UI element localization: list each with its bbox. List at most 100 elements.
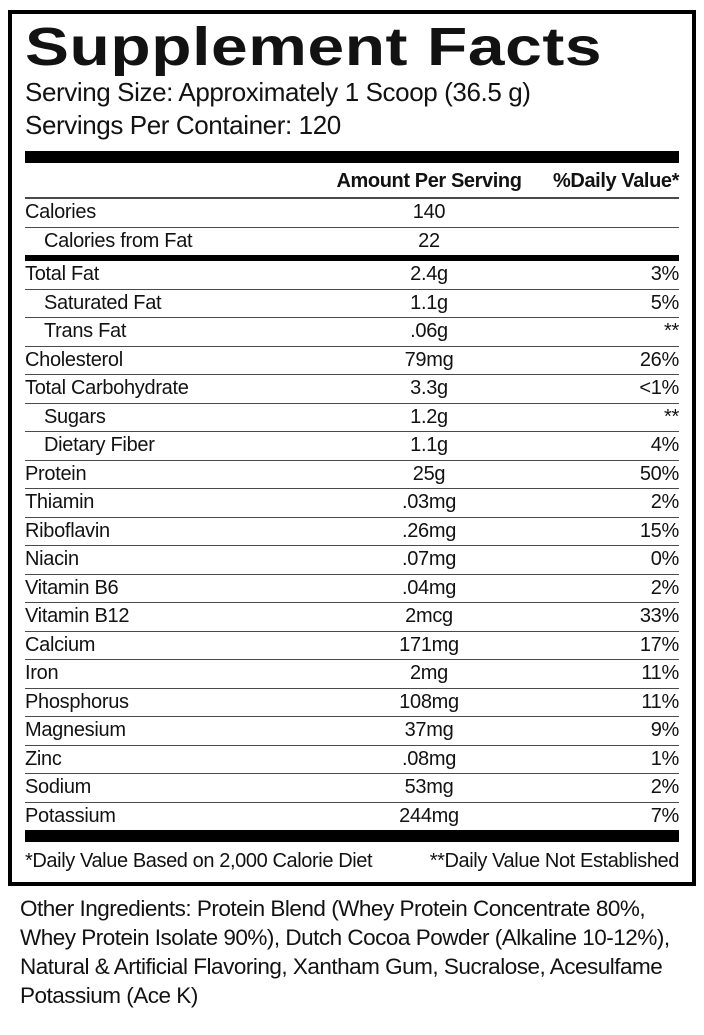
other-ingredients-text: Other Ingredients: Protein Blend (Whey P… [20,896,670,1008]
amount-per-serving-value: 171mg [399,633,459,656]
daily-value-percent: 11% [641,662,679,685]
footer-divider-bar [25,830,679,842]
amount-per-serving-value: .26mg [401,519,457,542]
amount-per-serving-value: .08mg [401,747,457,770]
daily-value-percent: 7% [650,804,680,827]
nutrient-name: Cholesterol [25,348,123,371]
amount-per-serving-value: 2.4g [410,263,448,286]
column-header-amount: Amount Per Serving [336,170,522,192]
daily-value-percent: 15% [639,519,679,542]
nutrient-name: Sodium [25,776,92,799]
amount-per-serving-value: 2mg [409,662,448,685]
table-row: Total Carbohydrate 3.3g <1% [25,375,679,404]
daily-value-percent: 33% [639,605,679,628]
daily-value-percent: 2% [650,776,680,799]
nutrient-name: Iron [25,662,59,685]
daily-value-percent: 1% [650,747,680,770]
amount-per-serving-value: 140 [412,201,446,224]
nutrient-name: Calories from Fat [44,229,193,252]
daily-value-percent: 4% [650,434,680,457]
footnote-not-established: **Daily Value Not Established [429,850,680,872]
daily-value-percent: 17% [639,633,679,656]
nutrient-name: Saturated Fat [44,291,162,314]
table-row: Vitamin B6 .04mg 2% [25,575,680,603]
amount-per-serving-value: .06g [410,320,448,343]
daily-value-percent: 5% [650,291,680,314]
table-row: Trans Fat .06g ** [25,318,679,347]
nutrient-name: Niacin [25,548,79,571]
nutrient-name: Potassium [25,804,116,827]
nutrient-name: Total Fat [25,263,99,286]
nutrient-name: Zinc [25,747,62,770]
amount-per-serving-value: 244mg [399,804,459,827]
nutrient-name: Riboflavin [25,519,110,542]
daily-value-percent: 0% [650,548,680,571]
daily-value-percent: 11% [641,690,679,713]
daily-value-percent: 26% [639,348,679,371]
table-row: Saturated Fat 1.1g 5% [25,290,680,318]
table-row: Magnesium 37mg 9% [25,717,679,746]
amount-per-serving-value: 53mg [404,776,454,799]
table-row: Dietary Fiber 1.1g 4% [25,432,679,461]
amount-per-serving-value: 22 [418,229,440,252]
amount-per-serving-value: 1.1g [410,291,448,314]
daily-value-percent: ** [664,405,679,428]
table-row: Niacin .07mg 0% [25,546,679,575]
table-row: Zinc .08mg 1% [25,746,680,774]
table-row: Riboflavin .26mg 15% [25,518,679,546]
table-row: Calories 140 [25,199,679,228]
nutrient-name: Protein [25,462,87,485]
amount-per-serving-value: 3.3g [410,377,448,400]
daily-value-percent: 9% [650,719,680,742]
supplement-facts-panel: Supplement Facts Serving Size: Approxima… [8,10,696,886]
table-row: Potassium 244mg 7% [25,803,679,831]
amount-per-serving-value: 1.2g [410,405,448,428]
amount-per-serving-value: 37mg [404,719,454,742]
table-row: Thiamin .03mg 2% [25,489,679,518]
daily-value-percent: <1% [639,377,679,400]
amount-per-serving-value: .07mg [401,548,457,571]
section-divider-bar [25,151,679,163]
nutrient-name: Phosphorus [25,690,129,713]
nutrient-name: Magnesium [25,719,126,742]
daily-value-percent: 50% [639,462,679,485]
table-header-row: Amount Per Serving %Daily Value* [25,163,679,199]
column-header-daily-value: %Daily Value* [553,170,679,192]
amount-per-serving-value: 1.1g [410,434,448,457]
nutrient-name: Trans Fat [44,320,127,343]
daily-value-percent: ** [664,320,679,343]
table-row: Cholesterol 79mg 26% [25,347,679,375]
nutrient-name: Vitamin B6 [25,576,119,599]
table-row: Vitamin B12 2mcg 33% [25,603,679,632]
servings-per-container: Servings Per Container: 120 [25,110,341,140]
table-rows: Calories 140 Calories from Fat 22 Total … [25,199,679,830]
nutrient-name: Calcium [25,633,96,656]
table-row: Calcium 171mg 17% [25,632,679,660]
table-row: Phosphorus 108mg 11% [25,689,679,717]
table-row: Iron 2mg 11% [25,660,679,689]
amount-per-serving-value: 79mg [404,348,454,371]
table-row: Sodium 53mg 2% [25,774,679,803]
footnotes-row: *Daily Value Based on 2,000 Calorie Diet… [25,842,679,882]
table-row: Calories from Fat 22 [25,228,679,261]
daily-value-percent: 3% [650,263,680,286]
daily-value-percent: 2% [650,576,680,599]
nutrient-name: Thiamin [25,491,95,514]
daily-value-percent: 2% [650,491,680,514]
nutrient-name: Sugars [44,405,106,428]
nutrient-name: Calories [25,201,96,224]
serving-size: Serving Size: Approximately 1 Scoop (36.… [25,77,531,107]
panel-title: Supplement Facts [25,17,603,77]
amount-per-serving-value: 108mg [399,690,459,713]
amount-per-serving-value: 2mcg [405,605,453,628]
nutrient-name: Vitamin B12 [25,605,130,628]
amount-per-serving-value: .04mg [401,576,457,599]
amount-per-serving-value: 25g [412,462,446,485]
table-row: Sugars 1.2g ** [25,404,679,432]
table-row: Total Fat 2.4g 3% [25,261,679,290]
amount-per-serving-value: .03mg [401,491,457,514]
nutrient-name: Total Carbohydrate [25,377,189,400]
table-row: Protein 25g 50% [25,461,679,489]
nutrient-name: Dietary Fiber [44,434,155,457]
footnote-daily-value: *Daily Value Based on 2,000 Calorie Diet [25,850,373,872]
